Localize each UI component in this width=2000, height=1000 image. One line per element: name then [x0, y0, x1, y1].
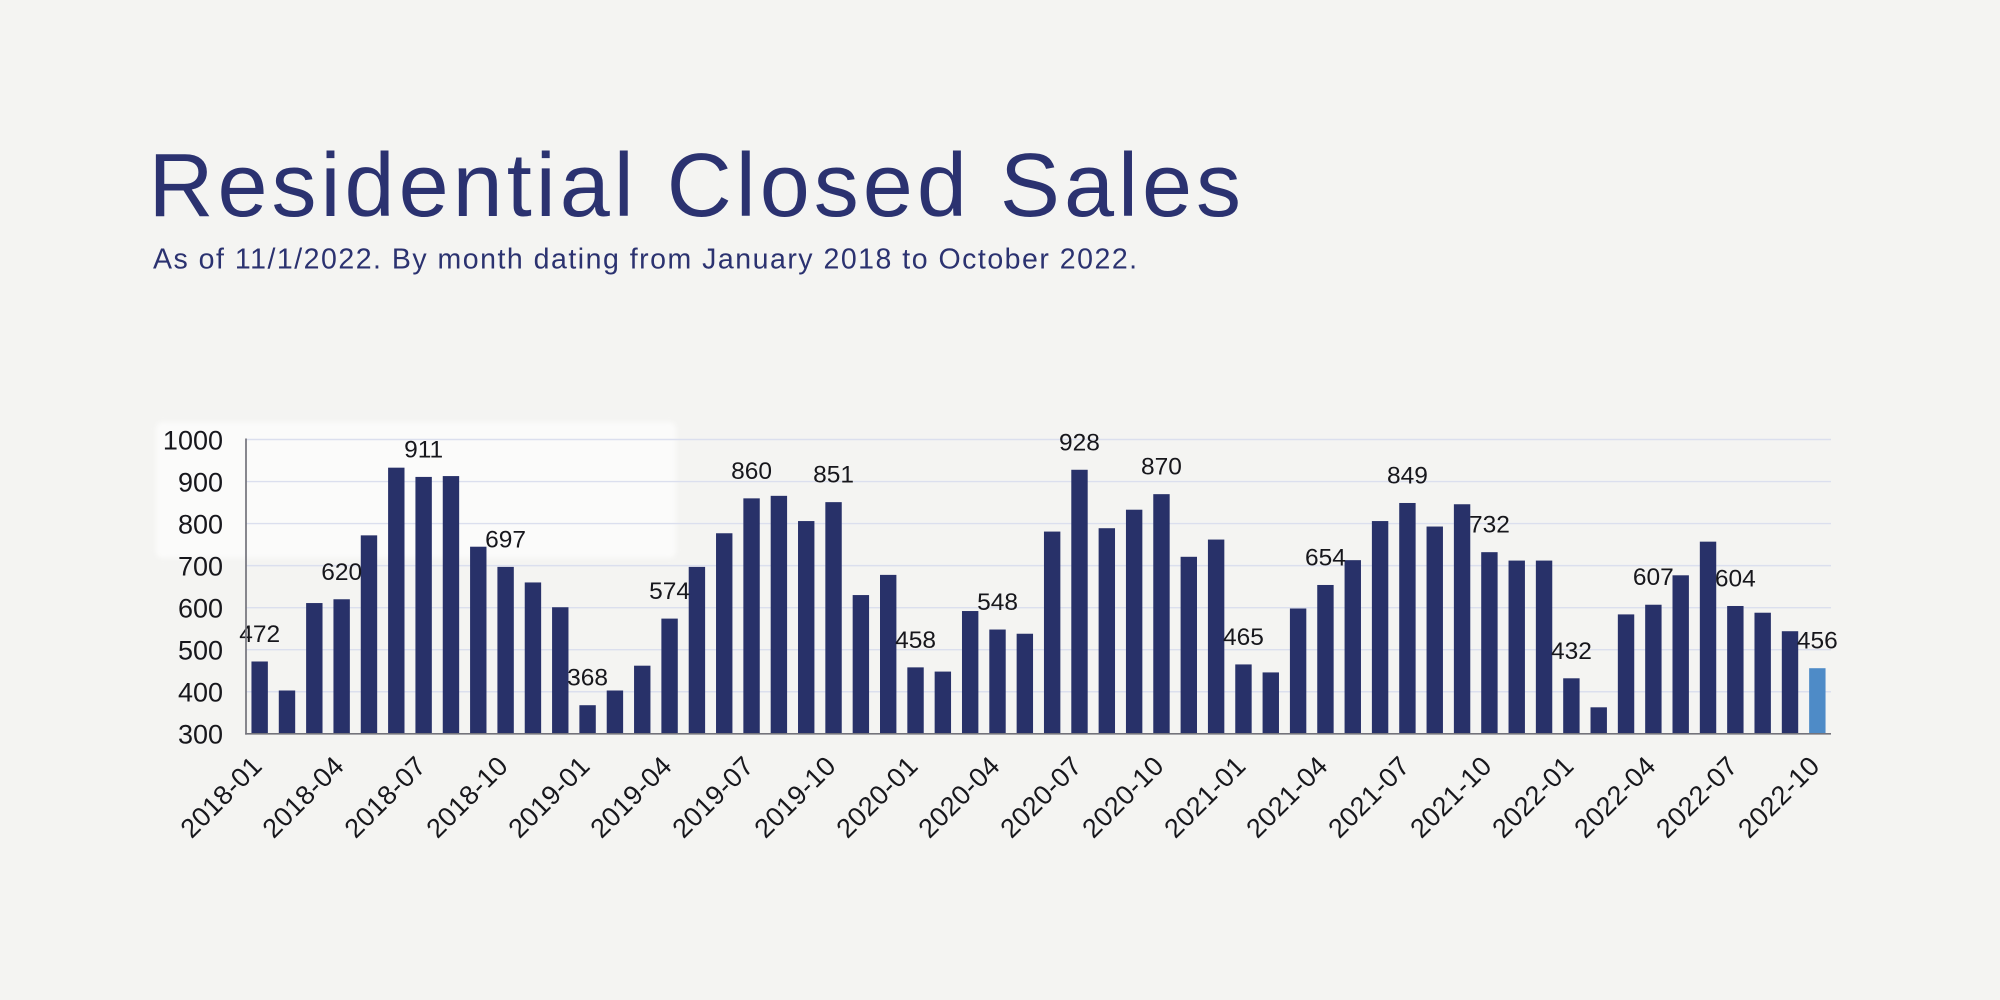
svg-text:458: 458: [895, 627, 936, 654]
svg-text:300: 300: [178, 720, 223, 750]
svg-text:456: 456: [1797, 628, 1838, 655]
svg-text:911: 911: [404, 436, 443, 463]
svg-text:607: 607: [1633, 564, 1674, 591]
svg-text:As of 11/1/2022. By month dati: As of 11/1/2022. By month dating from Ja…: [153, 243, 1139, 275]
svg-text:574: 574: [649, 578, 690, 605]
svg-text:Residential Closed Sales: Residential Closed Sales: [149, 136, 1246, 236]
svg-text:697: 697: [485, 526, 526, 553]
svg-text:900: 900: [178, 467, 223, 497]
svg-text:600: 600: [178, 594, 223, 624]
svg-text:654: 654: [1305, 544, 1346, 571]
svg-text:620: 620: [321, 559, 362, 586]
svg-text:432: 432: [1551, 638, 1592, 665]
svg-text:860: 860: [731, 458, 772, 485]
svg-text:928: 928: [1059, 429, 1100, 456]
svg-text:1000: 1000: [163, 425, 223, 455]
svg-text:851: 851: [813, 462, 854, 489]
svg-text:604: 604: [1715, 565, 1756, 592]
svg-text:849: 849: [1387, 462, 1428, 489]
svg-text:368: 368: [567, 665, 608, 692]
svg-text:800: 800: [178, 509, 223, 539]
svg-text:548: 548: [977, 589, 1018, 616]
svg-text:732: 732: [1469, 512, 1510, 539]
svg-text:870: 870: [1141, 454, 1182, 481]
svg-text:700: 700: [178, 552, 223, 582]
svg-text:465: 465: [1223, 624, 1264, 651]
svg-text:500: 500: [178, 636, 223, 666]
svg-text:400: 400: [178, 678, 223, 708]
